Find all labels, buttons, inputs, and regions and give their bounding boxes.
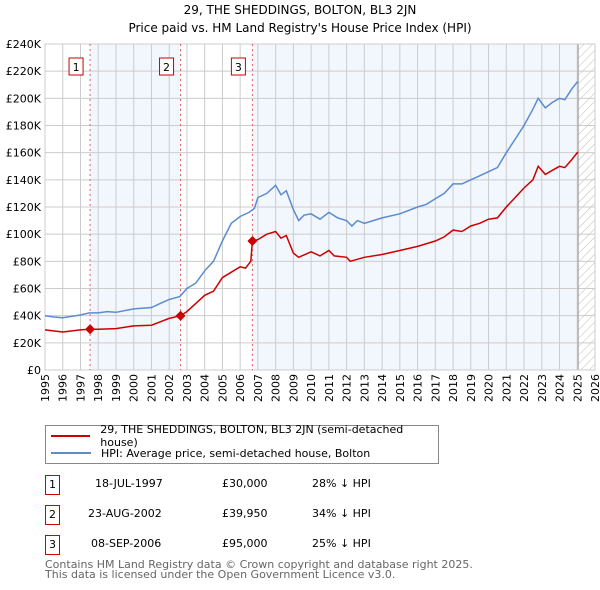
sale-date: 08-SEP-2006 bbox=[91, 537, 162, 550]
sale-date: 18-JUL-1997 bbox=[95, 477, 163, 490]
legend: 29, THE SHEDDINGS, BOLTON, BL3 2JN (semi… bbox=[45, 423, 439, 464]
sale-marker-label: 1 bbox=[45, 475, 60, 495]
legend-label: HPI: Average price, semi-detached house,… bbox=[101, 446, 371, 460]
x-tick-label: 2019 bbox=[465, 374, 478, 402]
plot-border bbox=[44, 43, 596, 371]
y-tick-label: £0 bbox=[27, 364, 41, 377]
x-tick-label: 2006 bbox=[234, 374, 247, 402]
x-tick-label: 2002 bbox=[163, 374, 176, 402]
sale-price: £30,000 bbox=[222, 477, 268, 490]
sale-row: 2 23-AUG-2002 £39,950 34% ↓ HPI bbox=[45, 505, 445, 525]
x-tick-label: 2018 bbox=[447, 374, 460, 402]
x-tick-label: 2025 bbox=[571, 374, 584, 402]
x-tick-label: 1998 bbox=[92, 374, 105, 402]
x-tick-label: 2014 bbox=[376, 374, 389, 402]
sale-marker-box bbox=[230, 57, 246, 76]
sale-row: 3 08-SEP-2006 £95,000 25% ↓ HPI bbox=[45, 535, 445, 555]
sale-marker-number: 3 bbox=[235, 61, 242, 74]
y-tick-label: £240K bbox=[6, 38, 42, 51]
sale-marker-box bbox=[159, 57, 175, 76]
sale-marker-box bbox=[68, 57, 84, 76]
sale-point bbox=[175, 310, 186, 321]
x-tick-label: 2001 bbox=[145, 374, 158, 402]
chart-title: 29, THE SHEDDINGS, BOLTON, BL3 2JN bbox=[184, 3, 417, 17]
x-tick-label: 2016 bbox=[412, 374, 425, 402]
y-tick-label: £40K bbox=[13, 310, 42, 323]
y-tick-label: £60K bbox=[13, 283, 42, 296]
x-tick-label: 2000 bbox=[128, 374, 141, 402]
hpi-line bbox=[44, 81, 579, 319]
x-tick-label: 2012 bbox=[341, 374, 354, 402]
x-tick-label: 2008 bbox=[270, 374, 283, 402]
x-tick-label: 2023 bbox=[536, 374, 549, 402]
sale-hpi-diff: 34% ↓ HPI bbox=[312, 507, 371, 520]
sale-price: £39,950 bbox=[222, 507, 268, 520]
sale-hpi-diff: 28% ↓ HPI bbox=[312, 477, 371, 490]
sale-point bbox=[85, 324, 96, 335]
sale-marker-label: 3 bbox=[45, 535, 60, 555]
x-tick-label: 2004 bbox=[199, 374, 212, 402]
y-tick-label: £100K bbox=[6, 228, 42, 241]
x-tick-label: 2011 bbox=[323, 374, 336, 402]
x-tick-label: 2017 bbox=[429, 374, 442, 402]
x-tick-label: 2015 bbox=[394, 374, 407, 402]
x-tick-label: 1999 bbox=[110, 374, 123, 402]
y-tick-label: £20K bbox=[13, 337, 42, 350]
y-tick-label: £140K bbox=[6, 174, 42, 187]
footer-copyright: Contains HM Land Registry data © Crown c… bbox=[45, 558, 473, 571]
x-tick-label: 2022 bbox=[518, 374, 531, 402]
price-chart: 29, THE SHEDDINGS, BOLTON, BL3 2JN Price… bbox=[6, 3, 600, 402]
sale-hpi-diff: 25% ↓ HPI bbox=[312, 537, 371, 550]
sale-marker-number: 2 bbox=[163, 61, 170, 74]
x-tick-label: 2003 bbox=[181, 374, 194, 402]
y-tick-label: £120K bbox=[6, 201, 42, 214]
x-tick-label: 1997 bbox=[74, 374, 87, 402]
footer-licence: This data is licensed under the Open Gov… bbox=[45, 568, 396, 581]
legend-swatch-red bbox=[51, 435, 91, 437]
x-tick-label: 2009 bbox=[287, 374, 300, 402]
x-tick-label: 2021 bbox=[500, 374, 513, 402]
x-tick-label: 2026 bbox=[589, 374, 600, 402]
x-tick-label: 2013 bbox=[358, 374, 371, 402]
x-tick-label: 2024 bbox=[554, 374, 567, 402]
y-tick-label: £180K bbox=[6, 120, 42, 133]
x-tick-label: 2010 bbox=[305, 374, 318, 402]
sale-point bbox=[247, 235, 258, 246]
x-tick-label: 2020 bbox=[483, 374, 496, 402]
legend-item-hpi: HPI: Average price, semi-detached house,… bbox=[51, 445, 370, 461]
sale-date: 23-AUG-2002 bbox=[88, 507, 162, 520]
chart-subtitle: Price paid vs. HM Land Registry's House … bbox=[128, 21, 471, 35]
sale-marker-number: 1 bbox=[73, 61, 80, 74]
sale-marker-label: 2 bbox=[45, 505, 60, 525]
x-tick-label: 1996 bbox=[57, 374, 70, 402]
legend-label: 29, THE SHEDDINGS, BOLTON, BL3 2JN (semi… bbox=[100, 423, 404, 449]
y-tick-label: £160K bbox=[6, 147, 42, 160]
y-tick-label: £220K bbox=[6, 65, 42, 78]
legend-item-property: 29, THE SHEDDINGS, BOLTON, BL3 2JN (semi… bbox=[51, 423, 438, 449]
x-tick-label: 2005 bbox=[216, 374, 229, 402]
y-tick-label: £200K bbox=[6, 92, 42, 105]
property-price-line bbox=[44, 151, 579, 333]
footer: Contains HM Land Registry data © Crown c… bbox=[45, 558, 473, 581]
sale-price: £95,000 bbox=[222, 537, 268, 550]
legend-swatch-blue bbox=[51, 452, 91, 454]
x-tick-label: 1995 bbox=[39, 374, 52, 402]
sale-row: 1 18-JUL-1997 £30,000 28% ↓ HPI bbox=[45, 475, 445, 495]
y-tick-label: £80K bbox=[13, 255, 42, 268]
x-tick-label: 2007 bbox=[252, 374, 265, 402]
